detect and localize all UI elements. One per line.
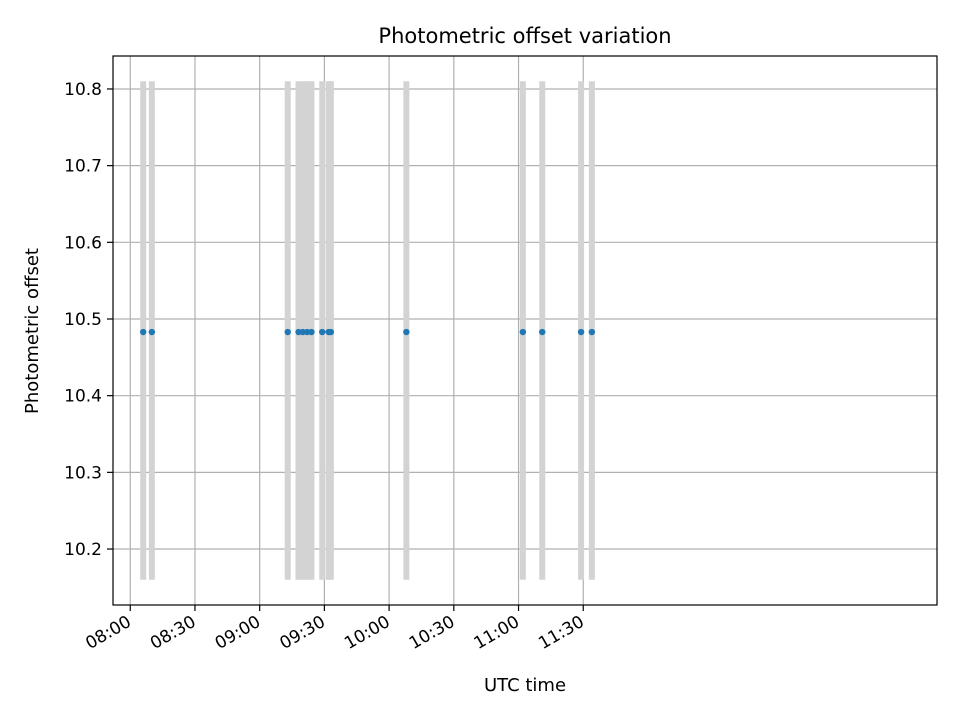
plot-frame: [112, 55, 938, 606]
data-point: [308, 328, 315, 336]
y-tick-label: 10.3: [64, 463, 102, 483]
data-point: [588, 328, 596, 336]
point-layer: [139, 328, 596, 336]
data-point: [403, 328, 410, 336]
y-axis: 10.2 10.3 10.4 10.5 10.6 10.7 10.8: [64, 80, 113, 560]
y-tick-label: 10.6: [64, 233, 102, 253]
y-axis-title: Photometric offset: [22, 248, 43, 414]
chart-title: Photometric offset variation: [378, 24, 671, 48]
data-point: [327, 328, 335, 336]
y-tick-label: 10.7: [64, 157, 102, 177]
data-point: [319, 328, 326, 336]
data-point: [519, 328, 527, 336]
y-tick-label: 10.2: [64, 540, 102, 560]
y-tick-label: 10.5: [64, 310, 102, 330]
data-point: [139, 328, 147, 336]
y-tick-label: 10.4: [64, 387, 102, 407]
data-point: [539, 328, 546, 336]
data-point: [577, 328, 585, 336]
x-axis-title: UTC time: [484, 675, 566, 696]
data-point: [148, 328, 156, 336]
data-point: [284, 328, 291, 336]
y-tick-label: 10.8: [64, 80, 102, 100]
